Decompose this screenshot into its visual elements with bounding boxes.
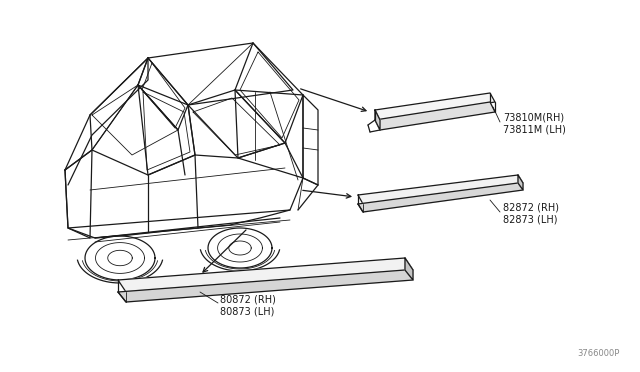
Text: 73810M(RH): 73810M(RH) [503,113,564,123]
Text: 82873 (LH): 82873 (LH) [503,215,557,225]
Polygon shape [118,258,413,292]
Polygon shape [358,175,523,204]
Text: 80872 (RH): 80872 (RH) [220,295,276,305]
Text: 82872 (RH): 82872 (RH) [503,203,559,213]
Polygon shape [375,110,380,130]
Polygon shape [375,93,495,120]
Polygon shape [518,175,523,190]
Polygon shape [118,270,413,302]
Polygon shape [358,183,523,212]
Text: 3766000P: 3766000P [578,349,620,358]
Polygon shape [375,102,495,130]
Polygon shape [405,258,413,280]
Text: 80873 (LH): 80873 (LH) [220,307,275,317]
Text: 73811M (LH): 73811M (LH) [503,125,566,135]
